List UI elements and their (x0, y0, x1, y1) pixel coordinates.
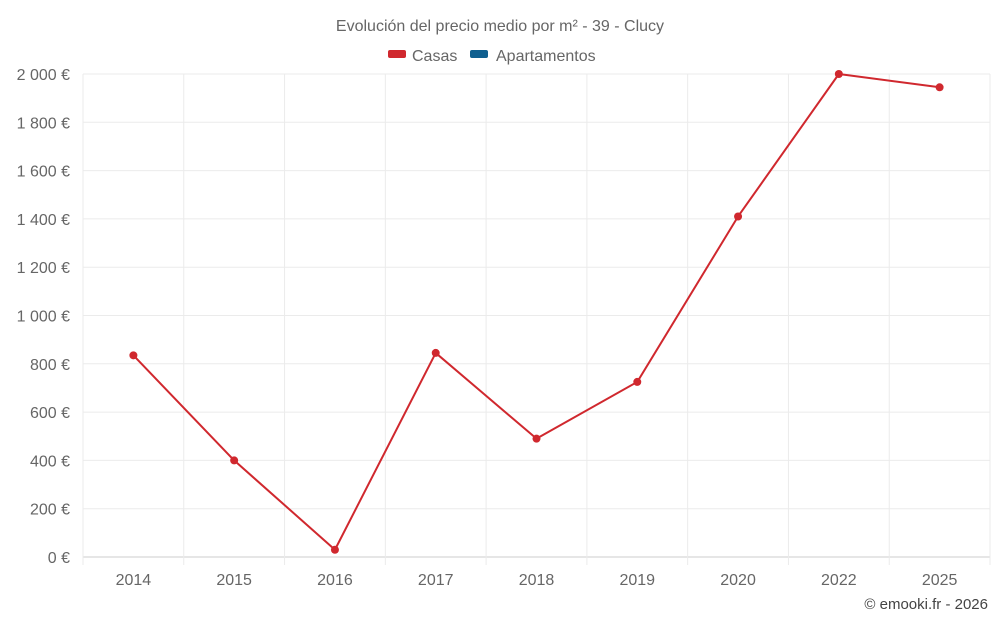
x-tick-label: 2020 (720, 572, 756, 589)
x-tick-label: 2014 (116, 572, 152, 589)
data-point[interactable] (129, 351, 138, 360)
data-point[interactable] (230, 456, 239, 465)
data-point[interactable] (330, 545, 339, 554)
y-tick-label: 1 000 € (17, 309, 70, 326)
y-tick-label: 800 € (30, 357, 70, 374)
legend-swatch-casas (388, 50, 406, 58)
data-point[interactable] (431, 348, 440, 357)
data-point[interactable] (734, 212, 743, 221)
legend-label-casas: Casas (412, 48, 457, 65)
y-tick-label: 1 200 € (17, 260, 70, 277)
x-tick-label: 2025 (922, 572, 958, 589)
legend-item-apartamentos[interactable]: Apartamentos (470, 48, 596, 65)
data-point[interactable] (633, 377, 642, 386)
legend-label-apartamentos: Apartamentos (496, 48, 596, 65)
y-axis-ticks: 0 € 200 € 400 € 600 € 800 € 1 000 € 1 200 € 1 4… (17, 67, 70, 567)
x-tick-label: 2015 (216, 572, 252, 589)
y-tick-label: 0 € (48, 550, 70, 567)
x-tick-label: 2022 (821, 572, 857, 589)
legend-swatch-apartamentos (470, 50, 488, 58)
y-tick-label: 200 € (30, 502, 70, 519)
series (129, 70, 944, 554)
legend-item-casas[interactable]: Casas (388, 48, 457, 65)
chart-title: Evolución del precio medio por m² - 39 -… (336, 18, 664, 35)
gridlines (82, 73, 991, 565)
data-point[interactable] (935, 83, 944, 92)
y-tick-label: 2 000 € (17, 67, 70, 84)
credit-text: © emooki.fr - 2026 (864, 596, 988, 613)
x-tick-label: 2016 (317, 572, 353, 589)
y-tick-label: 1 400 € (17, 212, 70, 229)
y-tick-label: 400 € (30, 453, 70, 470)
y-tick-label: 600 € (30, 405, 70, 422)
data-point[interactable] (834, 70, 843, 78)
legend: Casas Apartamentos (388, 48, 596, 65)
series-line-casas (132, 73, 940, 551)
x-tick-label: 2017 (418, 572, 454, 589)
x-tick-label: 2019 (619, 572, 655, 589)
x-axis-ticks: 2014 2015 2016 2017 2018 2019 2020 2022 2025 (116, 572, 958, 589)
data-point[interactable] (532, 434, 541, 443)
x-tick-label: 2018 (519, 572, 555, 589)
y-tick-label: 1 800 € (17, 115, 70, 132)
y-tick-label: 1 600 € (17, 164, 70, 181)
